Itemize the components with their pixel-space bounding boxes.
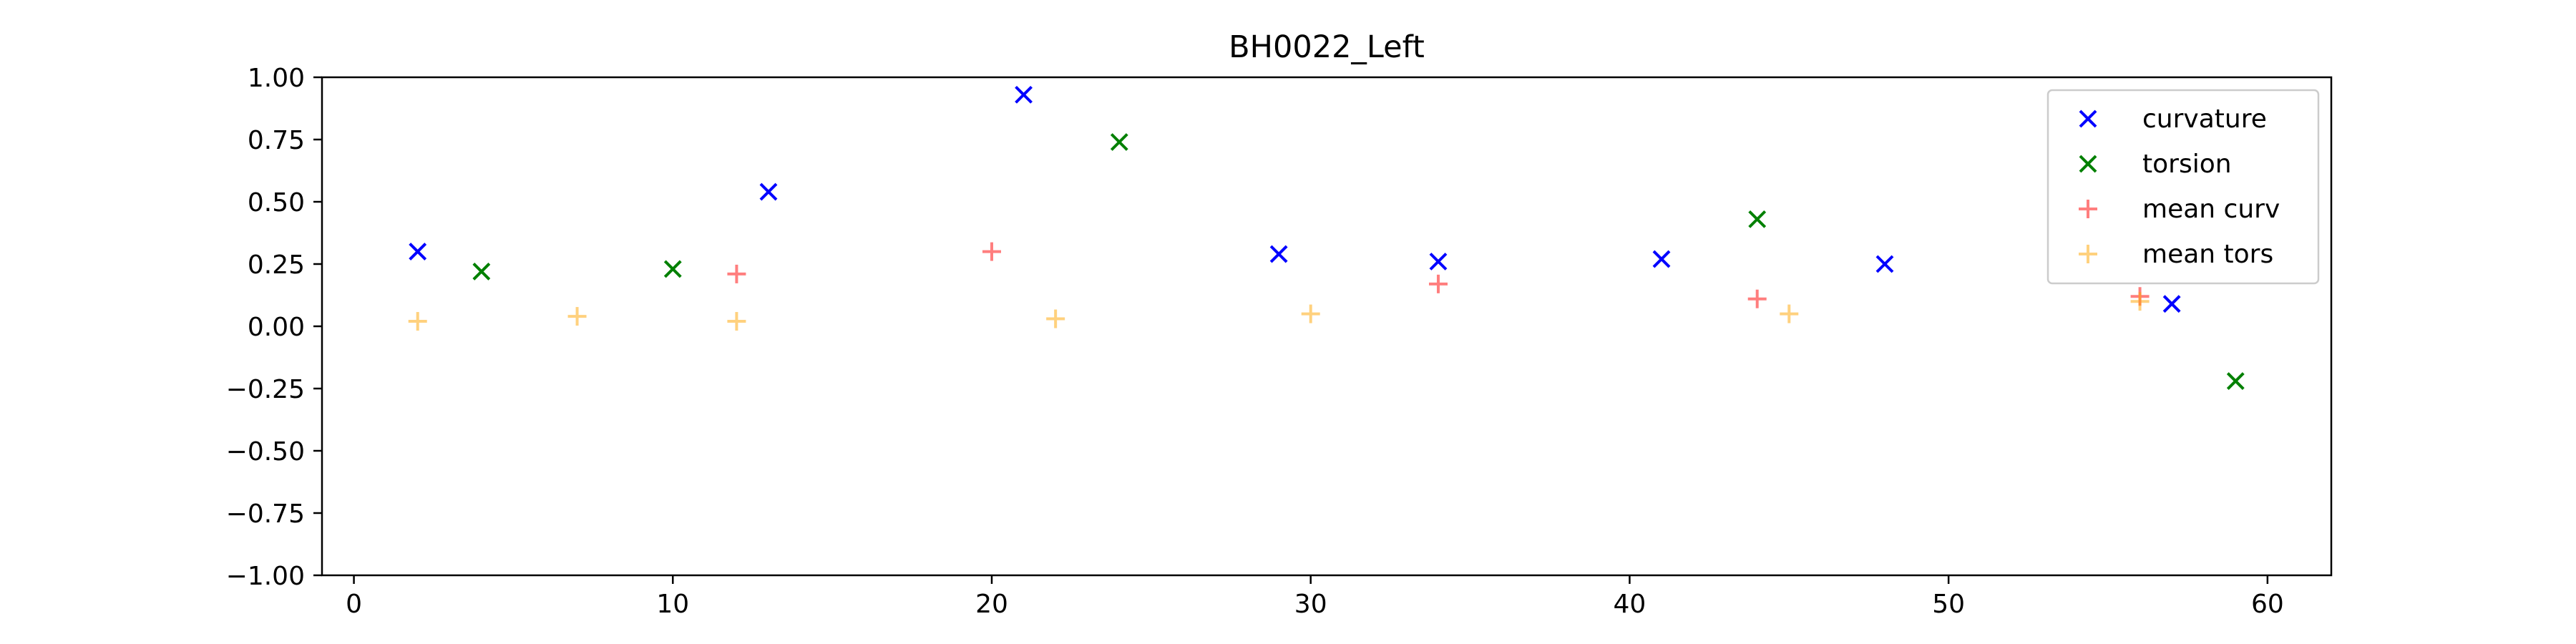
point-mean-curv bbox=[982, 242, 1001, 261]
legend-label: mean curv bbox=[2142, 195, 2280, 224]
point-mean-tors bbox=[408, 312, 427, 331]
point-mean-curv bbox=[1747, 289, 1767, 308]
point-torsion bbox=[472, 263, 491, 280]
x-axis: 0 10 20 30 40 50 60 bbox=[346, 575, 2284, 619]
x-tick-label: 0 bbox=[346, 590, 362, 619]
legend-box bbox=[2046, 89, 2320, 285]
point-curvature bbox=[409, 243, 427, 261]
chart-title: BH0022_Left bbox=[1229, 29, 1425, 65]
y-tick-label: −0.25 bbox=[226, 375, 305, 404]
point-mean-tors bbox=[727, 312, 746, 331]
point-torsion bbox=[1110, 133, 1128, 151]
point-mean-tors bbox=[567, 307, 587, 326]
point-mean-curv bbox=[1429, 274, 1448, 293]
point-torsion bbox=[663, 260, 682, 278]
point-curvature bbox=[1269, 245, 1288, 263]
x-tick-label: 60 bbox=[2251, 590, 2284, 619]
legend-marker-mean-tors bbox=[2079, 245, 2097, 263]
point-curvature bbox=[2162, 295, 2181, 313]
legend-label: torsion bbox=[2142, 150, 2232, 179]
y-axis: −1.00 −0.75 −0.50 −0.25 0.00 0.25 0.50 0.75 1.00 bbox=[226, 64, 322, 591]
x-tick-label: 40 bbox=[1614, 590, 1646, 619]
point-curvature bbox=[1429, 253, 1448, 270]
y-tick-label: −0.75 bbox=[226, 499, 305, 529]
legend-marker-curvature bbox=[2079, 109, 2097, 128]
legend-marker-torsion bbox=[2079, 155, 2097, 173]
legend-marker-mean-curv bbox=[2079, 200, 2097, 218]
point-curvature bbox=[759, 182, 778, 201]
x-tick-label: 20 bbox=[975, 590, 1008, 619]
plot-frame bbox=[321, 76, 2333, 577]
legend: curvature torsion mean curv mean tors bbox=[2046, 89, 2320, 285]
x-tick-label: 50 bbox=[1932, 590, 1965, 619]
legend-label: mean tors bbox=[2142, 240, 2273, 269]
point-mean-tors bbox=[1301, 304, 1320, 323]
legend-label: curvature bbox=[2142, 104, 2267, 134]
point-curvature bbox=[1015, 85, 1033, 104]
y-tick-label: 0.00 bbox=[248, 313, 305, 342]
point-mean-tors bbox=[1046, 309, 1065, 328]
point-mean-tors bbox=[1780, 304, 1799, 323]
y-tick-label: −0.50 bbox=[226, 437, 305, 467]
y-tick-label: 1.00 bbox=[248, 64, 305, 93]
x-tick-label: 30 bbox=[1294, 590, 1327, 619]
y-tick-label: 0.50 bbox=[248, 188, 305, 218]
point-mean-curv bbox=[727, 264, 746, 283]
y-tick-label: 0.75 bbox=[248, 126, 305, 155]
point-torsion bbox=[2226, 372, 2245, 390]
plot-marks bbox=[408, 85, 2245, 390]
y-tick-label: 0.25 bbox=[248, 250, 305, 280]
x-tick-label: 10 bbox=[656, 590, 689, 619]
y-tick-label: −1.00 bbox=[226, 562, 305, 591]
point-curvature bbox=[1652, 250, 1671, 268]
point-curvature bbox=[1875, 255, 1894, 273]
point-torsion bbox=[1748, 210, 1767, 228]
point-mean-tors bbox=[2130, 292, 2150, 311]
